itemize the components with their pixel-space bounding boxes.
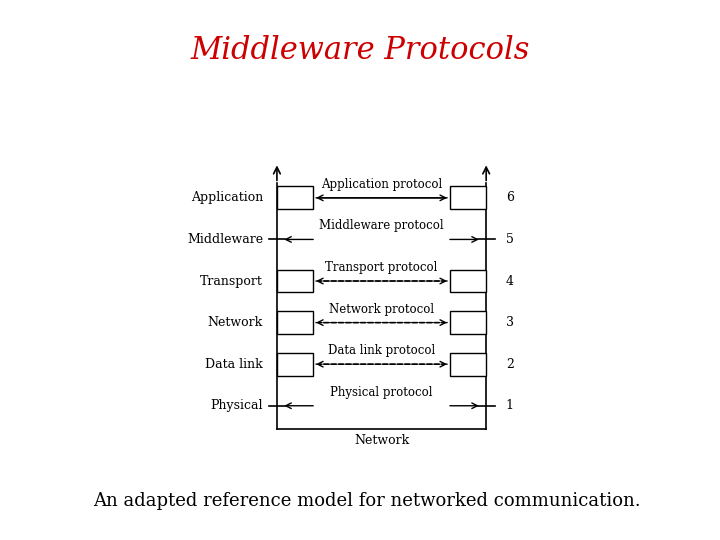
Text: Middleware Protocols: Middleware Protocols — [190, 35, 530, 66]
Text: Data link protocol: Data link protocol — [328, 344, 435, 357]
Bar — [450, 269, 486, 293]
Text: 4: 4 — [505, 274, 513, 287]
Text: 2: 2 — [505, 357, 513, 370]
Text: Transport protocol: Transport protocol — [325, 261, 438, 274]
Text: 3: 3 — [505, 316, 513, 329]
Bar — [450, 353, 486, 376]
Text: Middleware: Middleware — [187, 233, 263, 246]
Text: Network: Network — [354, 434, 409, 447]
Text: 6: 6 — [505, 191, 513, 204]
Bar — [450, 186, 486, 210]
Bar — [277, 311, 313, 334]
Bar — [450, 311, 486, 334]
Text: Network protocol: Network protocol — [329, 302, 434, 315]
Text: 1: 1 — [505, 399, 513, 412]
Text: Transport: Transport — [200, 274, 263, 287]
Text: Data link: Data link — [205, 357, 263, 370]
Bar — [277, 353, 313, 376]
Bar — [277, 186, 313, 210]
Text: Physical protocol: Physical protocol — [330, 386, 433, 399]
Text: Physical: Physical — [210, 399, 263, 412]
Text: 5: 5 — [505, 233, 513, 246]
Text: Middleware protocol: Middleware protocol — [319, 219, 444, 232]
Text: Network: Network — [208, 316, 263, 329]
Bar — [277, 269, 313, 293]
Text: An adapted reference model for networked communication.: An adapted reference model for networked… — [94, 492, 642, 510]
Text: Application: Application — [191, 191, 263, 204]
Text: Application protocol: Application protocol — [321, 178, 442, 191]
